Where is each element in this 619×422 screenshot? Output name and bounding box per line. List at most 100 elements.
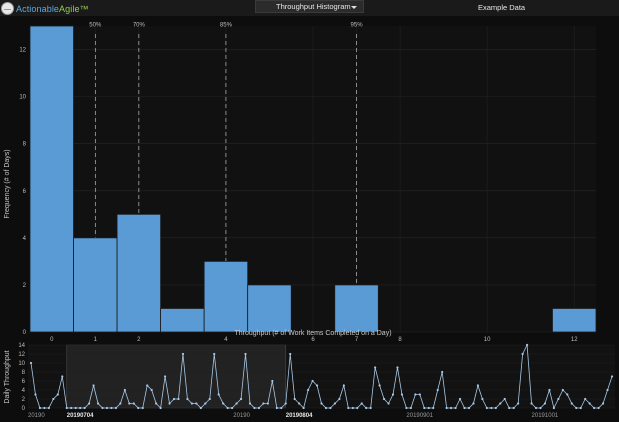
data-point xyxy=(132,402,135,405)
data-point xyxy=(351,406,354,410)
data-point xyxy=(566,393,569,396)
data-point xyxy=(204,402,207,405)
data-point xyxy=(257,406,261,410)
dataset-label: Example Data xyxy=(478,3,526,12)
data-point xyxy=(47,406,50,410)
data-point xyxy=(570,402,573,405)
date-label: 20190704 xyxy=(67,413,94,419)
data-point xyxy=(499,402,502,405)
chevron-down-icon xyxy=(351,6,357,9)
x-tick-label: 10 xyxy=(484,337,491,343)
data-point xyxy=(601,402,605,405)
histogram-bar xyxy=(334,284,379,333)
data-point xyxy=(396,366,399,369)
data-point xyxy=(593,406,596,410)
data-point xyxy=(427,406,430,410)
data-point xyxy=(561,388,564,392)
data-point xyxy=(248,402,252,405)
data-point xyxy=(436,388,439,392)
y-tick-label: 8 xyxy=(22,370,26,376)
data-point xyxy=(123,388,126,392)
data-point xyxy=(490,406,493,410)
y-tick-label: 4 xyxy=(22,388,26,394)
top-bar: ActionableAgile™ Throughput Histogram Ex… xyxy=(0,0,619,16)
data-point xyxy=(74,406,77,410)
data-point xyxy=(155,402,158,405)
data-point xyxy=(597,406,600,410)
y-tick-label: 12 xyxy=(19,48,26,54)
data-point xyxy=(485,406,488,410)
histogram-bar xyxy=(116,213,162,333)
x-tick-label: 2 xyxy=(137,337,141,343)
data-point xyxy=(128,402,131,405)
data-point xyxy=(105,406,109,410)
range-brush[interactable] xyxy=(66,344,287,409)
data-point xyxy=(414,393,417,396)
data-point xyxy=(43,406,46,410)
data-point xyxy=(29,361,33,365)
data-point xyxy=(342,384,345,387)
y-tick-label: 12 xyxy=(18,352,25,358)
data-point xyxy=(92,384,95,387)
data-point xyxy=(432,406,435,410)
data-point xyxy=(61,375,64,378)
data-point xyxy=(476,384,480,387)
histogram-bar xyxy=(73,237,118,333)
data-point xyxy=(369,406,372,410)
data-point xyxy=(472,402,475,405)
histogram-bars xyxy=(29,25,597,333)
x-tick-label: 6 xyxy=(311,337,315,343)
percentile-label: 50% xyxy=(89,23,102,29)
data-point xyxy=(159,406,162,410)
y-tick-label: 10 xyxy=(18,361,25,367)
data-point xyxy=(88,402,91,405)
data-point xyxy=(405,406,408,410)
data-point xyxy=(378,384,381,387)
chart-type-select[interactable]: Throughput Histogram xyxy=(255,0,364,13)
histogram-bar xyxy=(29,25,74,333)
data-point xyxy=(409,406,412,410)
data-point xyxy=(168,402,171,405)
date-label: 20190804 xyxy=(286,413,313,419)
data-point xyxy=(96,402,100,405)
data-point xyxy=(517,402,520,405)
data-point xyxy=(146,384,149,387)
data-point xyxy=(512,406,515,410)
data-point xyxy=(575,406,578,410)
logo-icon xyxy=(1,2,14,15)
data-point xyxy=(65,406,68,410)
data-point xyxy=(101,406,104,410)
data-point xyxy=(521,352,524,356)
data-point xyxy=(141,406,144,410)
histogram-bar xyxy=(552,308,597,333)
y-tick-label: 0 xyxy=(23,330,27,336)
data-point xyxy=(508,406,511,410)
percentile-label: 95% xyxy=(351,23,364,29)
data-point xyxy=(114,406,118,410)
data-point xyxy=(450,406,453,410)
y-axis-label: Frequency (# of Days) xyxy=(4,149,11,218)
data-point xyxy=(347,406,350,410)
data-point xyxy=(289,352,292,356)
y-axis-ticks: 0 2 4 6 8 10 12 xyxy=(19,48,26,336)
data-point xyxy=(119,402,122,405)
data-point xyxy=(186,397,189,401)
data-point xyxy=(579,406,582,410)
data-point xyxy=(333,402,337,405)
data-point xyxy=(70,406,73,410)
data-point xyxy=(391,393,395,396)
data-point xyxy=(177,397,180,401)
date-label: 20190 xyxy=(28,413,45,419)
data-point xyxy=(543,402,547,405)
data-point xyxy=(525,343,529,347)
data-point xyxy=(231,406,234,410)
data-point xyxy=(190,402,193,405)
data-point xyxy=(239,397,243,401)
data-point xyxy=(481,397,484,401)
app-logo[interactable]: ActionableAgile™ xyxy=(1,1,89,16)
data-point xyxy=(360,402,363,405)
data-point xyxy=(266,402,269,405)
data-point xyxy=(199,406,202,410)
data-point xyxy=(306,388,310,392)
